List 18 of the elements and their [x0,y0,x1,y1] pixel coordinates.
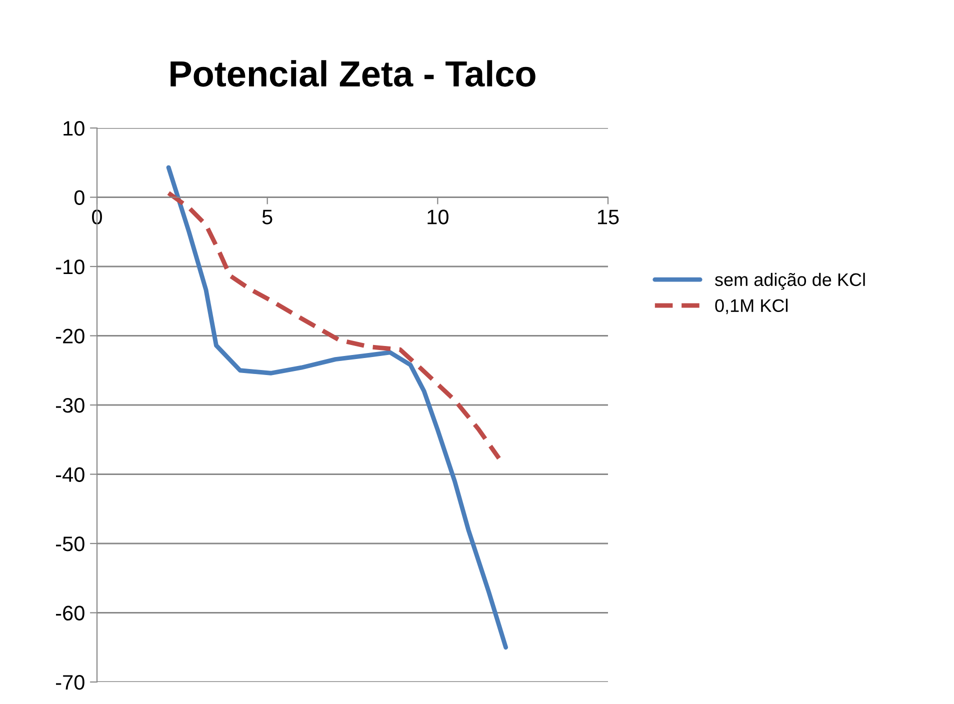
legend-label: sem adição de KCl [714,272,865,290]
x-tick-label: 0 [92,210,102,224]
y-tick-label: -70 [56,675,84,690]
y-tick-label: 10 [64,121,84,136]
y-tick-label: -30 [56,398,84,413]
y-tick-label: -40 [56,467,84,482]
line-series [166,165,508,650]
y-tick-label: -60 [56,606,84,621]
x-tick-label: 15 [598,210,619,224]
line-series [166,190,502,461]
x-tick-label: 5 [262,210,272,224]
chart-title: Potencial Zeta - Talco [170,60,536,87]
y-tick-label: 0 [74,190,84,206]
x-tick-label: 10 [428,210,448,224]
y-tick-label: -10 [56,260,84,274]
legend-label: 0,1M KCl [715,298,788,314]
y-tick-label: -20 [56,328,84,344]
y-tick-label: -50 [56,536,84,552]
